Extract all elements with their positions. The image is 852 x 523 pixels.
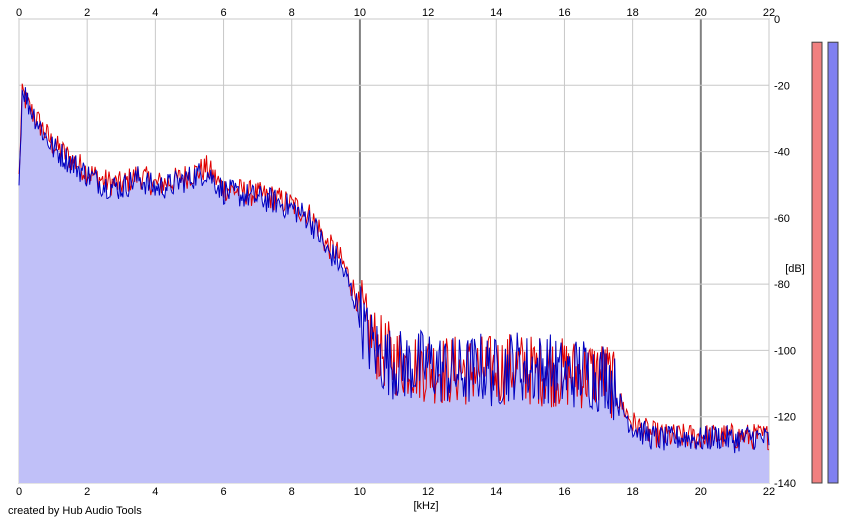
x-axis-label: [kHz]	[413, 500, 438, 512]
right-level-meter	[827, 41, 839, 484]
x-tick-label-bottom: 18	[627, 486, 639, 498]
spectrum-series	[18, 83, 770, 483]
y-tick-label: -20	[774, 80, 790, 92]
x-tick-label-bottom: 22	[763, 486, 775, 498]
bottom-x-tick-labels: 0 2 4 6 8 10 12 14 16 18 20 22	[16, 486, 775, 498]
left-level-meter	[811, 41, 823, 484]
y-tick-label: -140	[774, 478, 796, 490]
x-tick-label-bottom: 12	[422, 486, 434, 498]
y-tick-label: -80	[774, 279, 790, 291]
x-tick-label-bottom: 6	[220, 486, 226, 498]
left-channel-line	[18, 83, 770, 451]
y-tick-label: -100	[774, 345, 796, 357]
x-tick-label-top: 16	[558, 7, 570, 19]
x-tick-label-bottom: 4	[152, 486, 158, 498]
right-channel-line	[18, 87, 770, 454]
spectrum-fill	[19, 87, 769, 483]
x-tick-label-top: 18	[627, 7, 639, 19]
x-tick-label-top: 20	[695, 7, 707, 19]
top-x-tick-labels: 0 2 4 6 8 10 12 14 16 18 20 22	[16, 7, 775, 19]
x-tick-label-top: 22	[763, 7, 775, 19]
x-tick-label-top: 12	[422, 7, 434, 19]
x-tick-label-top: 10	[354, 7, 366, 19]
x-tick-label-top: 4	[152, 7, 158, 19]
x-tick-label-bottom: 20	[695, 486, 707, 498]
y-tick-labels: 0 -20 -40 -60 -80 -100 -120 -140	[774, 14, 796, 490]
x-tick-label-bottom: 10	[354, 486, 366, 498]
level-meters	[811, 41, 839, 484]
x-tick-label-bottom: 0	[16, 486, 22, 498]
x-tick-label-bottom: 8	[289, 486, 295, 498]
x-tick-label-top: 6	[220, 7, 226, 19]
y-tick-label: -60	[774, 213, 790, 225]
y-tick-label: -120	[774, 412, 796, 424]
x-tick-label-bottom: 2	[84, 486, 90, 498]
x-tick-label-bottom: 16	[558, 486, 570, 498]
x-tick-label-top: 14	[490, 7, 502, 19]
x-tick-label-top: 2	[84, 7, 90, 19]
y-axis-label: [dB]	[785, 263, 805, 275]
x-tick-label-top: 0	[16, 7, 22, 19]
x-tick-label-bottom: 14	[490, 486, 502, 498]
y-tick-label: 0	[774, 14, 780, 26]
y-tick-label: -40	[774, 147, 790, 159]
credit-text: created by Hub Audio Tools	[8, 505, 142, 517]
x-tick-label-top: 8	[289, 7, 295, 19]
